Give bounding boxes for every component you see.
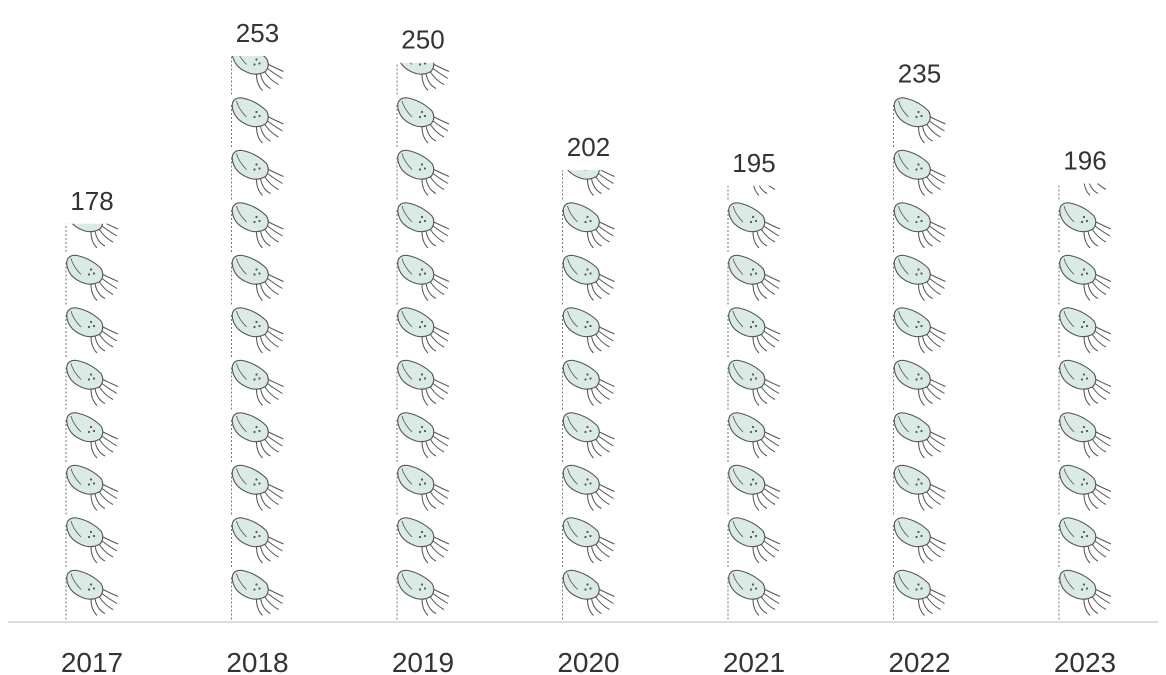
squid-icon — [65, 359, 119, 411]
data-label-2022: 235 — [898, 58, 941, 88]
squid-icon — [892, 464, 947, 516]
data-label-2021: 195 — [732, 148, 775, 178]
squid-icon — [727, 412, 781, 463]
data-label-2018: 253 — [236, 18, 279, 48]
squid-icon — [892, 307, 947, 358]
squid-icon — [892, 359, 947, 411]
squid-icon — [230, 412, 285, 463]
squid-icon — [396, 307, 450, 358]
squid-icon — [65, 569, 119, 621]
squid-icon — [561, 569, 616, 621]
squid-icon — [396, 569, 450, 621]
squid-icon — [727, 307, 781, 358]
squid-icon — [727, 464, 781, 516]
squid-icon — [892, 149, 947, 201]
squid-icon — [65, 464, 119, 516]
squid-icon — [230, 464, 285, 516]
data-label-2017: 178 — [70, 186, 113, 216]
bar-2019 — [396, 62, 450, 621]
squid-icon — [727, 517, 781, 568]
data-label-2023: 196 — [1063, 146, 1106, 176]
squid-icon — [561, 412, 616, 463]
squid-icon — [892, 254, 947, 306]
squid-icon — [561, 517, 616, 568]
squid-icon — [561, 202, 616, 253]
squid-icon — [727, 202, 781, 253]
squid-icon — [230, 569, 285, 621]
squid-icon — [1059, 98, 1111, 147]
x-tick-label-2021: 2021 — [723, 647, 785, 675]
squid-icon — [1058, 464, 1112, 516]
squid-icon — [230, 307, 285, 358]
squid-icon — [892, 517, 947, 568]
squid-icon — [396, 97, 450, 148]
squid-icon — [1058, 254, 1112, 306]
squid-icon — [561, 464, 616, 516]
squid-icon — [894, 0, 946, 42]
squid-icon — [1058, 569, 1112, 621]
x-tick-label-2020: 2020 — [557, 647, 619, 675]
squid-icon — [396, 359, 450, 411]
squid-icon — [230, 149, 285, 201]
data-label-2019: 250 — [401, 25, 444, 55]
squid-icon — [892, 97, 947, 148]
bar-2018 — [230, 56, 285, 621]
squid-icon — [1058, 412, 1112, 463]
squid-icon — [396, 464, 450, 516]
bar-2017 — [65, 223, 119, 621]
squid-icon — [230, 202, 285, 253]
bar-2023 — [1058, 98, 1112, 621]
squid-icon — [1058, 307, 1112, 358]
squid-icon — [396, 517, 450, 568]
squid-icon — [396, 254, 450, 306]
squid-icon — [892, 412, 947, 463]
squid-icon — [230, 517, 285, 568]
squid-icon — [230, 359, 285, 411]
bar-2022 — [892, 0, 947, 621]
squid-icon — [65, 517, 119, 568]
squid-icon — [727, 359, 781, 411]
squid-icon — [65, 412, 119, 463]
x-tick-label-2023: 2023 — [1054, 647, 1116, 675]
x-tick-label-2022: 2022 — [888, 647, 950, 675]
squid-icon — [561, 307, 616, 358]
squid-icon — [65, 307, 119, 358]
x-tick-label-2019: 2019 — [392, 647, 454, 675]
squid-icon — [396, 202, 450, 253]
squid-icon — [892, 569, 947, 621]
squid-icon — [65, 254, 119, 306]
squid-icon — [396, 412, 450, 463]
squid-icon — [728, 98, 780, 147]
squid-icon — [1058, 202, 1112, 253]
x-tick-label-2017: 2017 — [61, 647, 123, 675]
x-tick-label-2018: 2018 — [226, 647, 288, 675]
squid-icon — [561, 359, 616, 411]
squid-icon — [561, 254, 616, 306]
data-label-2020: 202 — [567, 132, 610, 162]
bar-2020 — [561, 170, 616, 621]
squid-icon — [1058, 517, 1112, 568]
squid-icon — [396, 149, 450, 201]
squid-icon — [230, 97, 285, 148]
squid-icon — [230, 254, 285, 306]
squid-icon — [727, 254, 781, 306]
squid-icon — [230, 56, 285, 96]
squid-icon — [892, 202, 947, 253]
squid-icon — [727, 569, 781, 621]
squid-icon — [1058, 359, 1112, 411]
